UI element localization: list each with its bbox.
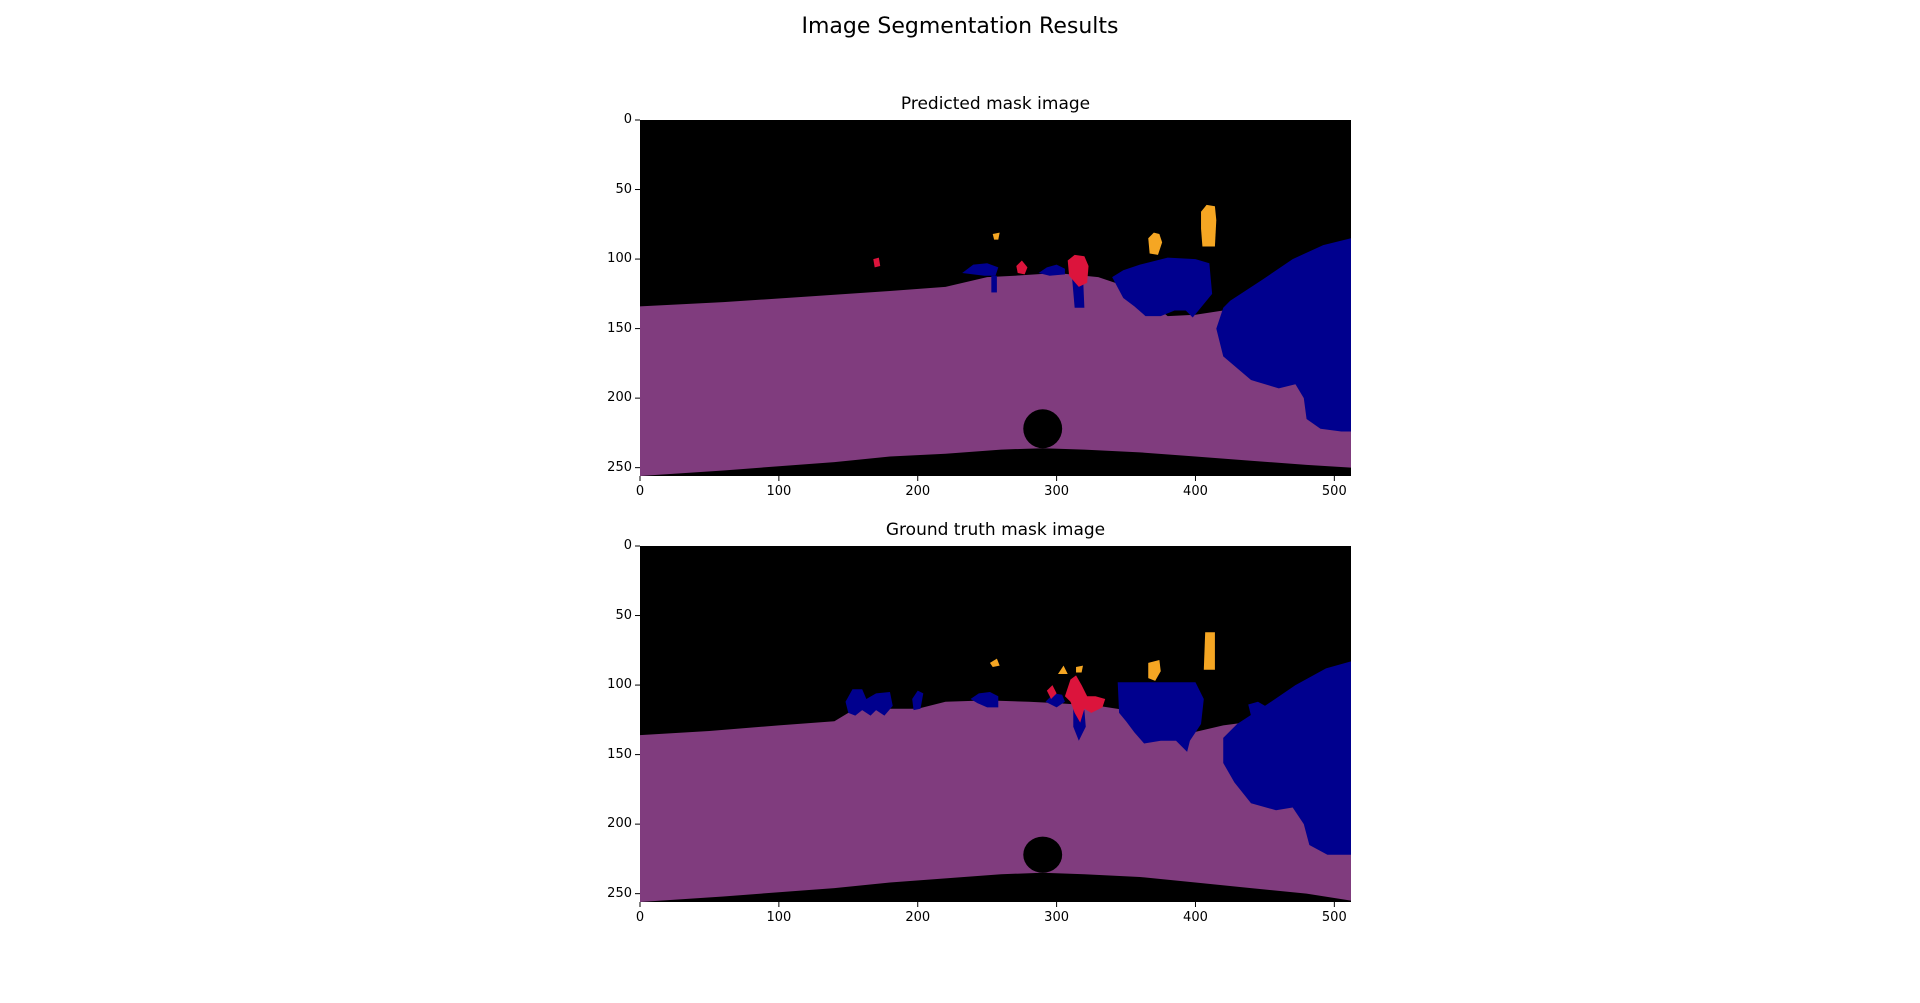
mask-region-person — [1046, 685, 1057, 699]
y-tick-label: 150 — [607, 320, 632, 336]
y-tick-label: 0 — [623, 538, 632, 553]
y-tick-label: 150 — [607, 746, 632, 762]
x-tick-label: 200 — [905, 484, 931, 499]
panel-title: Ground truth mask image — [885, 520, 1106, 540]
mask-region-sign — [1148, 232, 1163, 255]
mask-region-person — [1067, 254, 1089, 287]
mask-region-background — [1023, 836, 1063, 873]
y-tick-label: 200 — [607, 390, 632, 406]
mask-region-vehicle — [1038, 264, 1065, 276]
mask-image — [640, 546, 1351, 902]
mask-region-sign — [1148, 660, 1161, 681]
mask-region-vehicle — [970, 692, 999, 708]
x-tick-label: 400 — [1183, 910, 1208, 925]
x-tick-label: 0 — [635, 910, 645, 925]
y-tick-label: 100 — [607, 677, 632, 693]
mask-region-vehicle — [1117, 682, 1204, 752]
mask-region-vehicle — [1073, 708, 1086, 741]
y-tick-label: 250 — [607, 885, 632, 901]
y-tick-label: 50 — [615, 181, 632, 197]
x-tick-label: 100 — [766, 484, 792, 499]
mask-region-vehicle — [1216, 238, 1351, 432]
mask-region-person — [1016, 260, 1028, 275]
x-tick-label: 200 — [905, 910, 931, 925]
x-tick-label: 0 — [635, 484, 645, 499]
mask-region-vehicle — [1248, 701, 1268, 716]
mask-region-vehicle — [1223, 661, 1351, 855]
mask-region-person — [873, 257, 881, 268]
x-tick-label: 400 — [1183, 484, 1208, 499]
y-tick-label: 0 — [623, 112, 632, 127]
panel-title: Predicted mask image — [900, 94, 1091, 114]
mask-region-vehicle — [845, 689, 893, 716]
y-tick-label: 50 — [615, 607, 632, 623]
mask-region-sign — [1057, 665, 1068, 674]
mask-region-vehicle — [991, 275, 997, 293]
mask-region-sign — [992, 232, 1000, 240]
mask-region-background — [1023, 409, 1063, 449]
mask-region-person — [1064, 675, 1106, 723]
x-tick-label: 500 — [1321, 910, 1347, 925]
mask-region-sign — [1203, 632, 1215, 670]
mask-region-sign — [1076, 665, 1083, 673]
mask-region-vehicle — [912, 690, 924, 711]
mask-region-vehicle — [1112, 257, 1213, 318]
x-tick-label: 300 — [1044, 910, 1069, 925]
x-tick-label: 300 — [1044, 484, 1069, 499]
x-tick-label: 100 — [766, 910, 792, 925]
mask-region-vehicle — [962, 263, 999, 276]
mask-image — [640, 120, 1351, 476]
x-tick-label: 500 — [1321, 484, 1347, 499]
mask-region-sign — [989, 658, 1000, 667]
y-tick-label: 250 — [607, 459, 632, 475]
figure-suptitle: Image Segmentation Results — [801, 14, 1119, 39]
mask-region-road — [640, 700, 1351, 902]
mask-region-road — [640, 272, 1351, 476]
y-tick-label: 100 — [607, 251, 632, 267]
y-tick-label: 200 — [607, 816, 632, 832]
mask-region-sign — [1201, 204, 1217, 247]
